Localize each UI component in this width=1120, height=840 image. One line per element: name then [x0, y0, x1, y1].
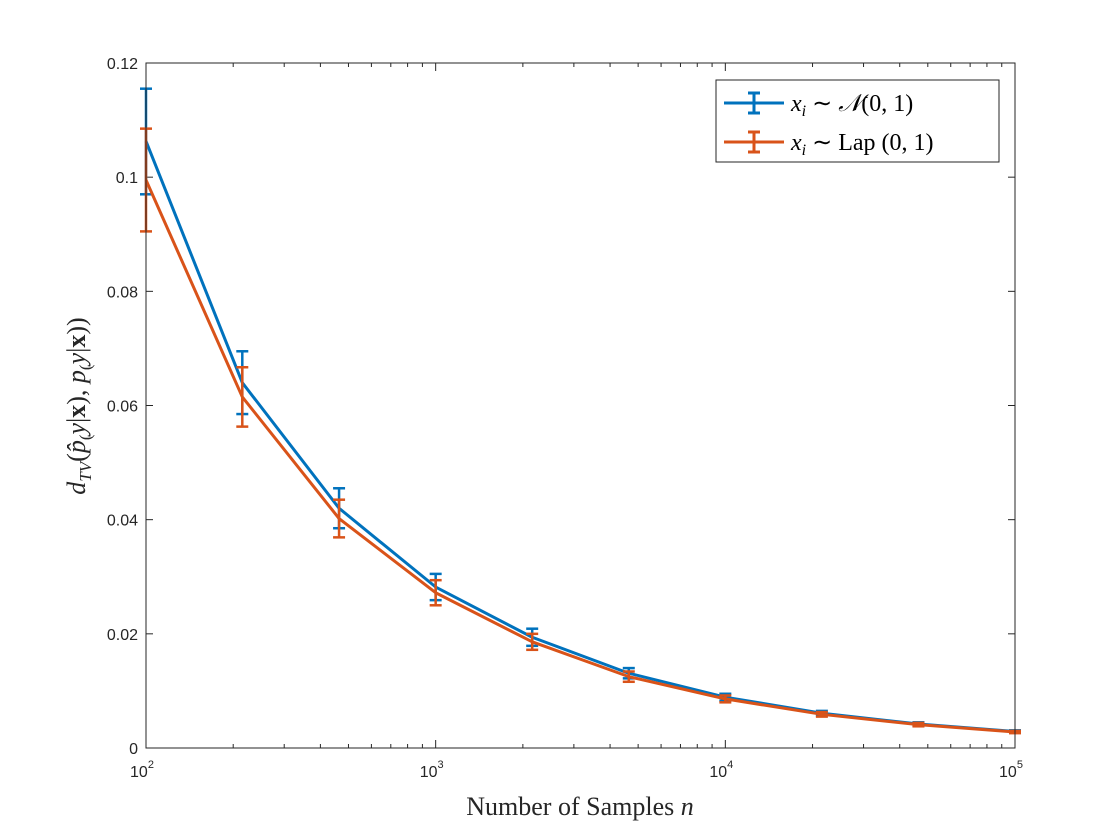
error-bar: [429, 578, 442, 607]
legend-item-normal: xi ∼ 𝒩(0, 1): [724, 91, 913, 120]
y-tick-label: 0.12: [107, 56, 138, 73]
y-tick-label: 0.02: [107, 627, 138, 644]
series-1: [140, 127, 1021, 735]
x-tick-label: 102: [130, 759, 154, 781]
y-tick-label: 0.08: [107, 284, 138, 301]
series-layer: [140, 87, 1021, 735]
x-tick-label: 105: [999, 759, 1023, 781]
y-tick-label: 0.06: [107, 399, 138, 416]
legend: xi ∼ 𝒩(0, 1) xi ∼ Lap (0, 1): [715, 79, 1000, 163]
error-bar: [815, 710, 828, 718]
error-bar: [333, 498, 346, 539]
x-tick-label: 103: [420, 759, 444, 781]
error-bar: [622, 670, 635, 684]
x-tick-label: 104: [709, 759, 733, 781]
plot-area: [146, 63, 1015, 748]
x-axis: 102 103 104 105: [130, 63, 1023, 781]
error-bar: [526, 632, 539, 652]
x-axis-label: Number of Samples n: [466, 792, 693, 821]
legend-box: [715, 79, 1000, 163]
y-tick-label: 0: [129, 741, 138, 758]
legend-label-normal: xi ∼ 𝒩(0, 1): [790, 91, 913, 120]
y-axis-label: dTV(p̂(y|x), p(y|x)): [62, 317, 95, 494]
y-tick-label: 0.04: [107, 513, 138, 530]
legend-label-laplace: xi ∼ Lap (0, 1): [790, 130, 934, 159]
error-bar: [912, 721, 925, 728]
series-line: [144, 179, 1016, 734]
legend-item-laplace: xi ∼ Lap (0, 1): [724, 130, 934, 159]
y-axis: 0 0.02 0.04 0.06 0.08 0.1 0.12: [107, 56, 1015, 758]
y-tick-label: 0.1: [116, 170, 138, 187]
error-bar: [236, 366, 249, 428]
error-bar: [719, 694, 732, 704]
plot-frame: [145, 62, 1016, 749]
